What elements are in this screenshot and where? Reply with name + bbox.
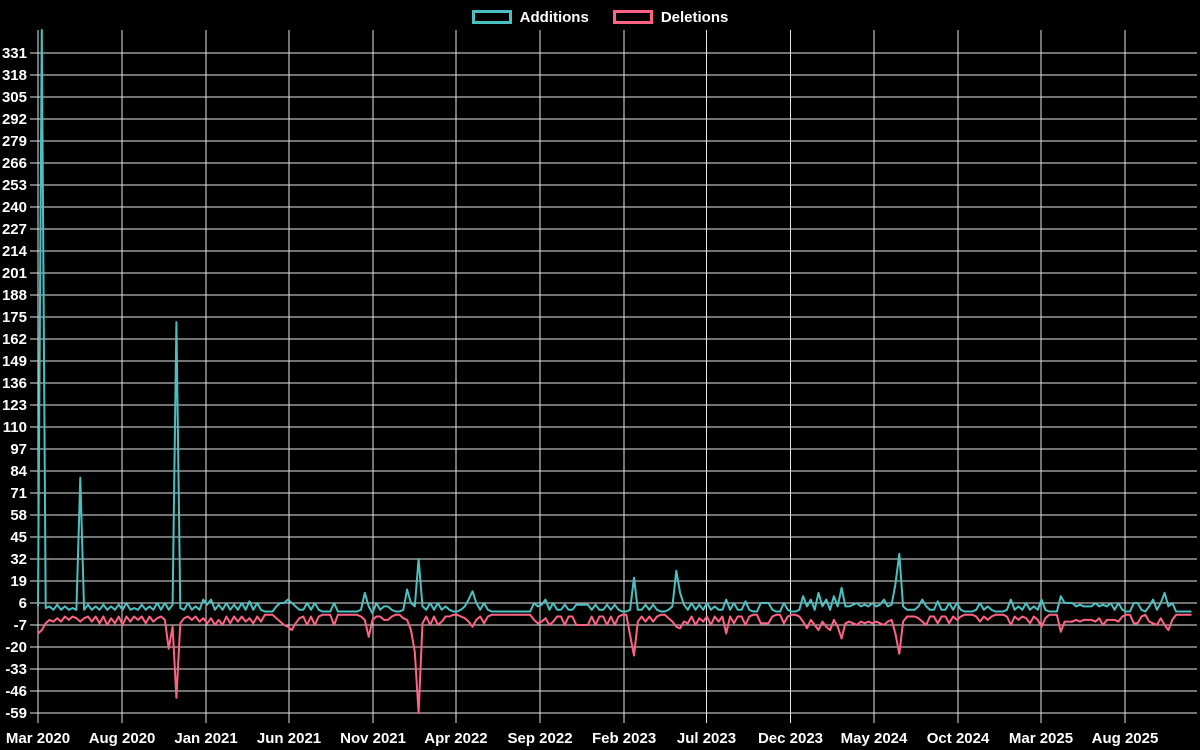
y-tick-label: 84 — [10, 463, 27, 480]
y-tick-label: 292 — [2, 111, 27, 128]
x-tick-label: Dec 2023 — [758, 730, 823, 747]
y-tick-label: 58 — [10, 507, 27, 524]
y-tick-label: 266 — [2, 155, 27, 172]
y-tick-label: 188 — [2, 287, 27, 304]
y-tick-label: 136 — [2, 375, 27, 392]
legend-label-additions: Additions — [519, 8, 589, 26]
y-tick-label: 19 — [10, 573, 27, 590]
x-tick-label: Nov 2021 — [340, 730, 406, 747]
x-tick-label: Jun 2021 — [257, 730, 321, 747]
legend-label-deletions: Deletions — [660, 8, 729, 26]
x-tick-label: May 2024 — [841, 730, 908, 747]
legend-item-deletions[interactable]: Deletions — [612, 8, 729, 26]
y-tick-label: 305 — [2, 89, 27, 106]
y-tick-label: 97 — [10, 441, 27, 458]
x-tick-label: Aug 2020 — [89, 730, 156, 747]
y-tick-label: 240 — [2, 199, 27, 216]
x-tick-label: Aug 2025 — [1092, 730, 1159, 747]
x-tick-label: Jul 2023 — [677, 730, 736, 747]
y-tick-label: 71 — [10, 485, 27, 502]
x-tick-label: Oct 2024 — [927, 730, 990, 747]
y-tick-label: 45 — [10, 529, 27, 546]
y-tick-label: 201 — [2, 265, 27, 282]
y-tick-label: 318 — [2, 67, 27, 84]
x-tick-label: Mar 2020 — [6, 730, 70, 747]
y-tick-label: 227 — [2, 221, 27, 238]
chart-legend: Additions Deletions — [0, 5, 1200, 29]
deletions-line — [37, 613, 1192, 714]
y-tick-label: 253 — [2, 177, 27, 194]
y-tick-label: -59 — [5, 705, 27, 722]
y-tick-label: 214 — [2, 243, 28, 260]
x-tick-label: Apr 2022 — [424, 730, 487, 747]
y-tick-label: 331 — [2, 45, 27, 62]
y-tick-label: 149 — [2, 353, 27, 370]
y-tick-label: 162 — [2, 331, 27, 348]
x-tick-label: Mar 2025 — [1009, 730, 1073, 747]
y-tick-label: 279 — [2, 133, 27, 150]
y-tick-label: 110 — [3, 419, 27, 436]
x-tick-label: Jan 2021 — [174, 730, 237, 747]
y-tick-label: -46 — [5, 683, 27, 700]
y-tick-label: 123 — [2, 397, 27, 414]
y-tick-label: 32 — [10, 551, 27, 568]
x-tick-label: Feb 2023 — [592, 730, 656, 747]
additions-line — [37, 29, 1192, 615]
y-tick-label: 6 — [19, 595, 27, 612]
x-tick-label: Sep 2022 — [508, 730, 573, 747]
y-tick-label: -20 — [5, 639, 27, 656]
legend-item-additions[interactable]: Additions — [471, 8, 589, 26]
y-tick-label: -7 — [14, 617, 27, 634]
y-tick-label: 175 — [2, 309, 27, 326]
y-tick-label: -33 — [5, 661, 27, 678]
additions-swatch-icon — [471, 10, 512, 24]
deletions-swatch-icon — [612, 10, 653, 24]
